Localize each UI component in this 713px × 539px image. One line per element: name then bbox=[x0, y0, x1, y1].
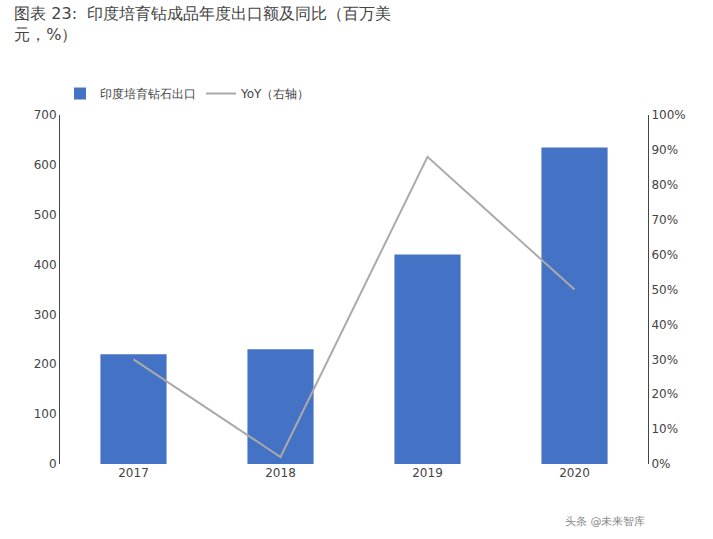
svg-text:印度培育钻石出口: 印度培育钻石出口 bbox=[100, 87, 196, 101]
svg-text:10%: 10% bbox=[651, 422, 678, 436]
svg-text:2018: 2018 bbox=[265, 466, 296, 480]
svg-text:0: 0 bbox=[49, 457, 57, 471]
svg-text:2020: 2020 bbox=[559, 466, 590, 480]
svg-text:90%: 90% bbox=[651, 143, 678, 157]
svg-text:500: 500 bbox=[34, 208, 57, 222]
svg-text:YoY（右轴）: YoY（右轴） bbox=[240, 87, 309, 101]
svg-text:600: 600 bbox=[34, 158, 57, 172]
svg-text:50%: 50% bbox=[651, 283, 678, 297]
svg-text:40%: 40% bbox=[651, 318, 678, 332]
svg-text:30%: 30% bbox=[651, 353, 678, 367]
svg-text:700: 700 bbox=[34, 108, 57, 122]
svg-text:2017: 2017 bbox=[118, 466, 149, 480]
svg-text:70%: 70% bbox=[651, 213, 678, 227]
svg-text:400: 400 bbox=[34, 258, 57, 272]
svg-text:头条 @未来智库: 头条 @未来智库 bbox=[565, 515, 646, 528]
svg-text:60%: 60% bbox=[651, 248, 678, 262]
svg-text:0%: 0% bbox=[651, 457, 670, 471]
svg-text:200: 200 bbox=[34, 357, 57, 371]
svg-text:80%: 80% bbox=[651, 178, 678, 192]
svg-text:300: 300 bbox=[34, 308, 57, 322]
svg-text:20%: 20% bbox=[651, 387, 678, 401]
svg-text:100: 100 bbox=[34, 407, 57, 421]
svg-text:2019: 2019 bbox=[412, 466, 443, 480]
svg-text:图表 23: 印度培育钻成品年度出口额及同比（百万美元，%: 图表 23: 印度培育钻成品年度出口额及同比（百万美元，%） bbox=[14, 4, 391, 44]
svg-text:100%: 100% bbox=[651, 108, 685, 122]
